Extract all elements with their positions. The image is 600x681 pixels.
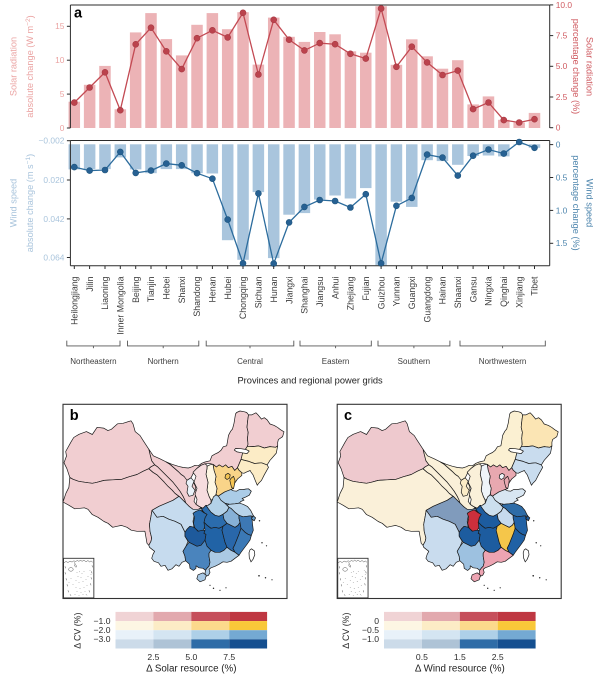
svg-text:0.064: 0.064 bbox=[43, 252, 64, 262]
svg-text:b: b bbox=[70, 408, 79, 424]
svg-text:Yunnan: Yunnan bbox=[392, 276, 402, 306]
svg-text:−3.0: −3.0 bbox=[94, 634, 111, 644]
svg-text:Ningxia: Ningxia bbox=[484, 276, 494, 305]
svg-text:Southern: Southern bbox=[398, 357, 430, 366]
svg-text:Zhejiang: Zhejiang bbox=[346, 276, 356, 310]
svg-text:0: 0 bbox=[556, 123, 561, 133]
svg-text:Heilongjiang: Heilongjiang bbox=[70, 276, 80, 325]
svg-text:Guangdong: Guangdong bbox=[422, 276, 432, 322]
svg-text:1.0: 1.0 bbox=[556, 205, 568, 215]
svg-text:2.5: 2.5 bbox=[147, 652, 159, 662]
svg-text:Sichuan: Sichuan bbox=[254, 276, 264, 308]
svg-text:absolute change (m s−1): absolute change (m s−1) bbox=[25, 154, 35, 252]
svg-text:Jiangsu: Jiangsu bbox=[315, 276, 325, 306]
svg-text:Wind speed: Wind speed bbox=[9, 179, 19, 228]
svg-text:Northwestern: Northwestern bbox=[479, 357, 527, 366]
svg-text:5.0: 5.0 bbox=[185, 652, 197, 662]
svg-text:Solar radiation: Solar radiation bbox=[9, 37, 19, 96]
svg-text:Δ Solar resource (%): Δ Solar resource (%) bbox=[146, 664, 236, 675]
svg-text:Shanghai: Shanghai bbox=[300, 276, 310, 313]
svg-text:Qinghai: Qinghai bbox=[499, 276, 509, 306]
svg-text:0.5: 0.5 bbox=[556, 172, 568, 182]
svg-text:Wind speed: Wind speed bbox=[585, 179, 595, 228]
svg-text:Δ Wind resource (%): Δ Wind resource (%) bbox=[415, 664, 505, 675]
svg-text:Xinjiang: Xinjiang bbox=[514, 276, 524, 307]
svg-text:15: 15 bbox=[55, 21, 65, 31]
svg-text:Hainan: Hainan bbox=[438, 276, 448, 304]
svg-text:Jilin: Jilin bbox=[85, 276, 95, 291]
svg-text:Hebei: Hebei bbox=[162, 276, 172, 299]
svg-text:Guizhou: Guizhou bbox=[376, 276, 386, 309]
svg-text:Provinces and regional power g: Provinces and regional power grids bbox=[237, 376, 383, 386]
svg-text:Central: Central bbox=[237, 357, 263, 366]
svg-text:−1.0: −1.0 bbox=[94, 616, 111, 626]
svg-text:1.5: 1.5 bbox=[454, 652, 466, 662]
svg-text:5.0: 5.0 bbox=[556, 61, 568, 71]
svg-text:percentage change (%): percentage change (%) bbox=[571, 19, 581, 115]
svg-text:Hunan: Hunan bbox=[269, 276, 279, 302]
svg-text:c: c bbox=[344, 408, 352, 424]
svg-text:10: 10 bbox=[55, 55, 65, 65]
svg-text:Northeastern: Northeastern bbox=[70, 357, 116, 366]
svg-text:2.5: 2.5 bbox=[492, 652, 504, 662]
svg-text:Fujian: Fujian bbox=[361, 276, 371, 300]
svg-text:−2.0: −2.0 bbox=[94, 625, 111, 635]
svg-text:−0.5: −0.5 bbox=[362, 625, 379, 635]
svg-text:Solar radiation: Solar radiation bbox=[585, 37, 595, 96]
svg-text:0: 0 bbox=[374, 616, 379, 626]
svg-text:7.5: 7.5 bbox=[556, 31, 568, 41]
svg-text:Liaoning: Liaoning bbox=[100, 276, 110, 309]
svg-text:Shaanxi: Shaanxi bbox=[453, 276, 463, 308]
svg-text:0.5: 0.5 bbox=[416, 652, 428, 662]
svg-text:5: 5 bbox=[60, 89, 65, 99]
svg-text:Chongqing: Chongqing bbox=[238, 276, 248, 319]
svg-text:7.5: 7.5 bbox=[223, 652, 235, 662]
svg-text:Northern: Northern bbox=[148, 357, 179, 366]
svg-text:Inner Mongolia: Inner Mongolia bbox=[116, 276, 126, 334]
svg-text:Shandong: Shandong bbox=[192, 276, 202, 316]
svg-text:0: 0 bbox=[60, 123, 65, 133]
svg-text:0.020: 0.020 bbox=[43, 175, 64, 185]
svg-text:Beijing: Beijing bbox=[131, 276, 141, 303]
svg-text:Tibet: Tibet bbox=[530, 276, 540, 296]
svg-text:Henan: Henan bbox=[208, 276, 218, 302]
svg-text:−0.002: −0.002 bbox=[39, 136, 65, 146]
svg-text:Guangxi: Guangxi bbox=[407, 276, 417, 309]
svg-text:Eastern: Eastern bbox=[322, 357, 350, 366]
svg-text:Δ CV (%): Δ CV (%) bbox=[73, 613, 83, 649]
svg-text:Anhui: Anhui bbox=[330, 276, 340, 299]
svg-text:0.042: 0.042 bbox=[43, 214, 64, 224]
svg-text:percentage change (%): percentage change (%) bbox=[571, 155, 581, 251]
svg-text:Tianjin: Tianjin bbox=[146, 276, 156, 302]
svg-text:1.5: 1.5 bbox=[556, 238, 568, 248]
svg-text:10.0: 10.0 bbox=[556, 0, 573, 10]
svg-text:Gansu: Gansu bbox=[468, 276, 478, 302]
svg-text:Shanxi: Shanxi bbox=[177, 276, 187, 303]
svg-text:2.5: 2.5 bbox=[556, 92, 568, 102]
svg-text:Hubei: Hubei bbox=[223, 276, 233, 299]
svg-text:Jiangxi: Jiangxi bbox=[284, 276, 294, 303]
svg-text:absolute change (W m−2): absolute change (W m−2) bbox=[25, 15, 35, 118]
svg-text:a: a bbox=[74, 6, 83, 22]
svg-text:Δ CV (%): Δ CV (%) bbox=[341, 613, 351, 649]
svg-text:0: 0 bbox=[556, 140, 561, 150]
svg-text:−1.0: −1.0 bbox=[362, 634, 379, 644]
